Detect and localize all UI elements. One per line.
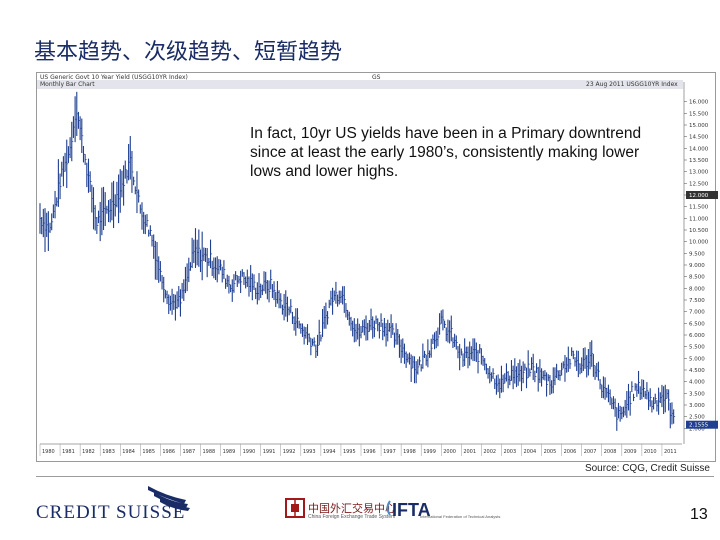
- x-tick-label: 2001: [463, 449, 476, 455]
- chart-frame: [36, 72, 716, 462]
- y-tick-label: 2.000: [689, 426, 705, 432]
- source-note: Source: CQG, Credit Suisse: [584, 463, 710, 474]
- x-tick-label: 1994: [323, 449, 336, 455]
- y-tick-label: 9.000: [689, 263, 705, 269]
- slide-title: 基本趋势、次级趋势、短暂趋势: [34, 40, 343, 65]
- x-tick-label: 1984: [122, 449, 135, 455]
- y-tick-label: 4.500: [689, 368, 705, 374]
- last-value-label: 2.1555: [689, 423, 709, 429]
- x-tick-label: 1983: [102, 449, 115, 455]
- x-tick-label: 1996: [363, 449, 376, 455]
- y-tick-label: 16.000: [689, 100, 709, 106]
- y-tick-label: 5.000: [689, 356, 705, 362]
- value-markers: 12.000 2.1555: [686, 191, 718, 429]
- x-tick-label: 1988: [203, 449, 216, 455]
- y-tick-label: 5.500: [689, 345, 705, 351]
- x-tick-label: 2003: [503, 449, 516, 455]
- y-tick-label: 3.000: [689, 403, 705, 409]
- x-tick-label: 1985: [142, 449, 155, 455]
- x-tick-label: 2000: [443, 449, 456, 455]
- y-tick-label: 15.500: [689, 111, 709, 117]
- y-tick-label: 7.500: [689, 298, 705, 304]
- ifta-globe-icon: [386, 500, 391, 516]
- credit-suisse-logo-text: CREDIT SUISSE: [36, 502, 186, 523]
- y-tick-label: 14.500: [689, 135, 709, 141]
- x-tick-label: 2006: [564, 449, 577, 455]
- chart-security-label: US Generic Govt 10 Year Yield (USGG10YR …: [40, 74, 188, 81]
- x-tick-label: 1986: [162, 449, 175, 455]
- x-tick-label: 1997: [383, 449, 396, 455]
- x-tick-label: 1982: [82, 449, 95, 455]
- x-tick-label: 2011: [664, 449, 677, 455]
- cfets-name: 中国外汇交易中心: [308, 502, 396, 515]
- y-tick-label: 15.000: [689, 123, 709, 129]
- x-tick-label: 1991: [263, 449, 276, 455]
- y-tick-label: 7.000: [689, 310, 705, 316]
- chart-annotation: In fact, 10yr US yields have been in a P…: [250, 125, 642, 180]
- chart-header-bar: [37, 80, 683, 89]
- current-value-label: 12.000: [689, 193, 709, 199]
- y-axis: 16.000 15.500 15.000 14.500 14.000 13.500 13.0…: [683, 82, 709, 444]
- y-tick-label: 10.500: [689, 228, 709, 234]
- x-axis: 1980 1981 1982 1983 1984 1985 1986 1987 1988 1989…: [39, 443, 682, 456]
- x-tick-label: 2002: [483, 449, 496, 455]
- y-tick-label: 14.000: [689, 146, 709, 152]
- chart-ticker-label: GS: [372, 74, 381, 81]
- x-tick-label: 1989: [223, 449, 236, 455]
- x-tick-label: 1981: [62, 449, 75, 455]
- x-tick-label: 2008: [604, 449, 617, 455]
- footer-divider: [36, 476, 714, 477]
- x-tick-label: 1998: [403, 449, 416, 455]
- y-tick-label: 12.500: [689, 181, 709, 187]
- x-tick-label: 1995: [343, 449, 356, 455]
- x-tick-label: 1980: [42, 449, 55, 455]
- cfets-subtitle: China Foreign Exchange Trade System: [308, 514, 396, 520]
- y-tick-label: 8.000: [689, 286, 705, 292]
- ifta-logo-text: IFTA: [392, 500, 431, 520]
- y-tick-label: 6.500: [689, 321, 705, 327]
- x-tick-label: 1990: [243, 449, 256, 455]
- y-tick-label: 13.000: [689, 170, 709, 176]
- y-tick-label: 13.500: [689, 158, 709, 164]
- y-tick-label: 11.000: [689, 216, 709, 222]
- y-tick-label: 4.000: [689, 380, 705, 386]
- y-tick-label: 8.500: [689, 275, 705, 281]
- x-tick-label: 1987: [182, 449, 195, 455]
- x-tick-label: 2005: [544, 449, 557, 455]
- credit-suisse-sails-icon: [148, 486, 190, 511]
- x-tick-label: 1993: [303, 449, 316, 455]
- page-number: 13: [690, 506, 708, 523]
- x-tick-label: 1999: [423, 449, 436, 455]
- y-tick-label: 2.500: [689, 415, 705, 421]
- x-tick-label: 1992: [283, 449, 296, 455]
- price-bars: [39, 91, 676, 431]
- chart-date-stamp: 23 Aug 2011 USGG10YR Index: [586, 81, 678, 88]
- y-tick-label: 11.500: [689, 205, 709, 211]
- x-tick-label: 2007: [584, 449, 597, 455]
- x-tick-label: 2004: [524, 449, 537, 455]
- x-tick-label: 2010: [644, 449, 657, 455]
- x-tick-label: 2009: [624, 449, 637, 455]
- ifta-subtitle: International Federation of Technical An…: [420, 514, 501, 519]
- cfets-logo-icon: [285, 498, 305, 518]
- chart-panel-label: Monthly Bar Chart: [40, 81, 95, 88]
- y-tick-label: 9.500: [689, 251, 705, 257]
- y-tick-label: 3.500: [689, 391, 705, 397]
- y-tick-label: 6.000: [689, 333, 705, 339]
- y-tick-label: 10.000: [689, 240, 709, 246]
- current-value-marker: [686, 191, 718, 199]
- last-value-marker: [686, 420, 718, 429]
